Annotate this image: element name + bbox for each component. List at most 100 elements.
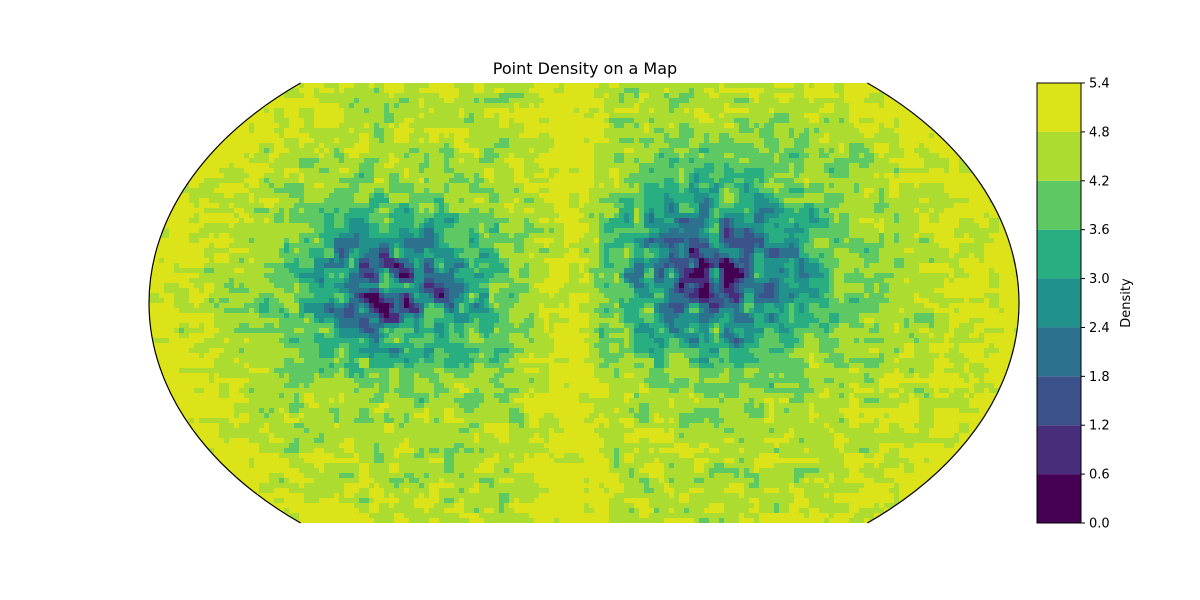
density-cell bbox=[589, 213, 595, 219]
density-cell bbox=[779, 298, 795, 304]
density-cell bbox=[639, 403, 650, 409]
density-cell bbox=[819, 263, 825, 269]
density-cell bbox=[934, 308, 955, 314]
density-cell bbox=[624, 338, 630, 344]
density-cell bbox=[599, 423, 605, 429]
density-cell bbox=[494, 353, 500, 359]
density-cell bbox=[294, 438, 300, 444]
density-cell bbox=[829, 483, 865, 489]
density-cell bbox=[829, 288, 835, 294]
density-cell bbox=[334, 298, 340, 304]
density-cell bbox=[264, 408, 270, 414]
density-cell bbox=[879, 423, 890, 429]
density-cell bbox=[344, 153, 350, 159]
density-cell bbox=[284, 108, 300, 114]
density-cell bbox=[704, 448, 710, 454]
density-cell bbox=[719, 448, 740, 454]
density-cell bbox=[824, 253, 835, 259]
density-cell bbox=[484, 518, 535, 523]
density-cell bbox=[549, 448, 600, 454]
density-cell bbox=[729, 293, 740, 299]
density-cell bbox=[759, 188, 775, 194]
density-cell bbox=[464, 328, 470, 334]
density-cell bbox=[489, 283, 510, 289]
density-cell bbox=[344, 113, 385, 119]
density-cell bbox=[584, 478, 590, 484]
density-cell bbox=[299, 163, 315, 169]
density-cell bbox=[779, 308, 785, 314]
density-cell bbox=[724, 458, 735, 464]
density-cell bbox=[619, 303, 645, 309]
density-cell bbox=[829, 238, 835, 244]
density-cell bbox=[594, 418, 610, 424]
density-cell bbox=[969, 318, 985, 324]
density-cell bbox=[524, 368, 540, 374]
density-cell bbox=[544, 443, 605, 449]
density-cell bbox=[439, 373, 455, 379]
density-cell bbox=[219, 233, 230, 239]
density-cell bbox=[389, 353, 400, 359]
density-cell bbox=[739, 438, 745, 444]
density-cell bbox=[149, 148, 180, 154]
density-cell bbox=[749, 208, 755, 214]
density-cell bbox=[419, 483, 425, 489]
density-cell bbox=[389, 213, 415, 219]
density-cell bbox=[719, 188, 725, 194]
density-cell bbox=[984, 258, 1020, 264]
density-cell bbox=[454, 143, 470, 149]
density-cell bbox=[599, 353, 625, 359]
density-cell bbox=[399, 483, 420, 489]
density-cell bbox=[689, 338, 700, 344]
density-cell bbox=[589, 343, 595, 349]
density-cell bbox=[384, 318, 400, 324]
density-cell bbox=[949, 348, 960, 354]
density-cell bbox=[354, 493, 370, 499]
density-cell bbox=[564, 228, 590, 234]
density-cell bbox=[639, 168, 650, 174]
density-cell bbox=[694, 463, 705, 469]
density-cell bbox=[609, 123, 615, 129]
density-cell bbox=[784, 208, 795, 214]
density-cell bbox=[424, 158, 430, 164]
density-cell bbox=[374, 448, 380, 454]
density-cell bbox=[679, 178, 685, 184]
density-cell bbox=[809, 403, 815, 409]
density-cell bbox=[374, 273, 380, 279]
density-cell bbox=[524, 458, 555, 464]
density-cell bbox=[604, 253, 610, 259]
density-cell bbox=[514, 498, 520, 504]
density-cell bbox=[314, 373, 320, 379]
density-cell bbox=[269, 433, 275, 439]
density-cell bbox=[249, 193, 255, 199]
density-cell bbox=[834, 268, 855, 274]
density-cell bbox=[689, 498, 750, 504]
density-cell bbox=[399, 248, 405, 254]
density-cell bbox=[809, 303, 820, 309]
density-cell bbox=[439, 333, 445, 339]
density-cell bbox=[689, 283, 695, 289]
density-cell bbox=[619, 208, 635, 214]
density-cell bbox=[219, 328, 235, 334]
density-cell bbox=[779, 283, 790, 289]
density-cell bbox=[389, 248, 395, 254]
density-cell bbox=[794, 278, 810, 284]
density-cell bbox=[274, 293, 295, 299]
density-cell bbox=[804, 163, 825, 169]
density-cell bbox=[764, 418, 775, 424]
density-cell bbox=[409, 303, 415, 309]
density-cell bbox=[664, 483, 670, 489]
density-cell bbox=[619, 83, 720, 89]
density-cell bbox=[479, 318, 500, 324]
density-cell bbox=[359, 383, 375, 389]
density-cell bbox=[529, 338, 535, 344]
density-cell bbox=[284, 333, 315, 339]
density-cell bbox=[729, 358, 760, 364]
density-cell bbox=[444, 188, 450, 194]
density-cell bbox=[314, 448, 325, 454]
density-cell bbox=[714, 253, 720, 259]
density-cell bbox=[524, 263, 530, 269]
density-cell bbox=[314, 258, 330, 264]
density-cell bbox=[899, 183, 915, 189]
density-cell bbox=[284, 308, 290, 314]
density-cell bbox=[704, 468, 710, 474]
